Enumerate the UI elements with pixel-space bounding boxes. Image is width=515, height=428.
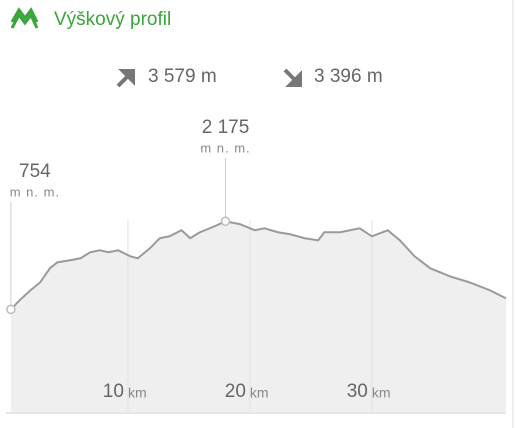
x-unit: km — [250, 385, 269, 401]
x-unit: km — [372, 385, 391, 401]
ascent: 3 579 m — [148, 66, 217, 87]
ascent-icon — [116, 69, 135, 88]
title: Výškový profil — [54, 9, 171, 30]
annotation-point — [6, 304, 16, 315]
area-fill — [10, 221, 506, 412]
x-tick-label: 30 — [347, 381, 368, 402]
profile-line — [10, 220, 507, 311]
annotation-unit: m n. m. — [200, 140, 250, 155]
descent: 3 396 m — [314, 66, 383, 87]
x-tick-label: 10 — [103, 381, 124, 402]
annotation-value: 2 175 — [202, 117, 250, 138]
descent-icon — [283, 68, 302, 87]
x-tick-label: 20 — [225, 381, 246, 402]
annotation-unit: m n. m. — [10, 184, 60, 199]
annotation-point — [220, 216, 231, 227]
annotation-value: 754 — [19, 161, 51, 182]
title-icon — [10, 7, 39, 29]
x-unit: km — [128, 385, 147, 401]
